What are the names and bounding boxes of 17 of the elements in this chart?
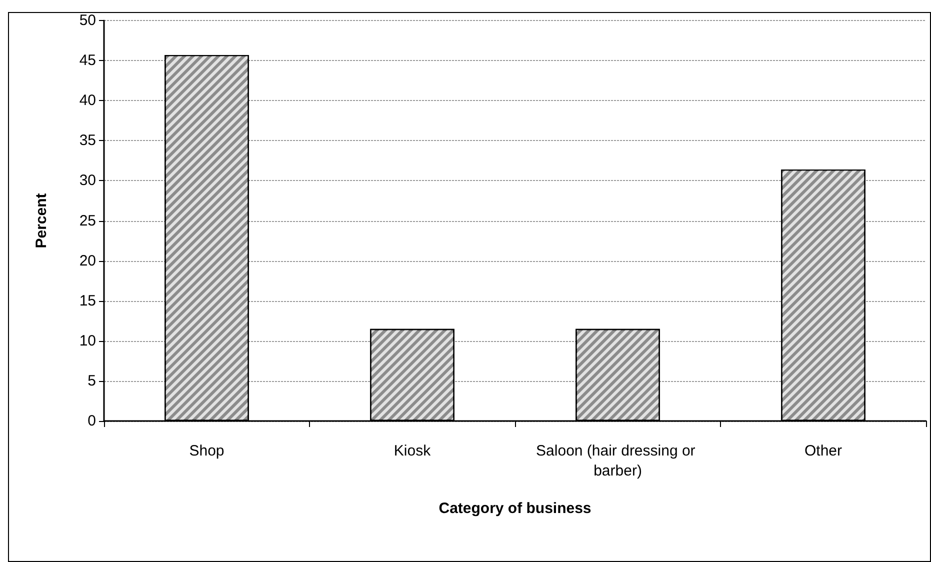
y-tick-label: 30 xyxy=(79,172,96,190)
x-tick-label: Kiosk xyxy=(394,442,432,460)
y-tick-label: 0 xyxy=(88,412,96,430)
x-tick-label: Other xyxy=(804,442,842,460)
y-tick-label: 10 xyxy=(79,332,96,350)
x-axis-title: Category of business xyxy=(438,500,592,517)
x-tick-label: Shop xyxy=(189,442,224,460)
y-tick-label: 40 xyxy=(79,92,96,110)
y-tick-label: 50 xyxy=(79,12,96,29)
y-tick-label: 25 xyxy=(79,212,96,230)
y-tick-label: 15 xyxy=(79,292,96,310)
y-tick-label: 20 xyxy=(79,252,96,270)
y-tick-label: 45 xyxy=(79,52,96,70)
y-axis-title: Percent xyxy=(33,193,50,248)
y-tick-label: 5 xyxy=(88,372,96,390)
y-tick-label: 35 xyxy=(79,132,96,150)
x-tick-label: Saloon (hair dressing or barber) xyxy=(536,442,700,480)
